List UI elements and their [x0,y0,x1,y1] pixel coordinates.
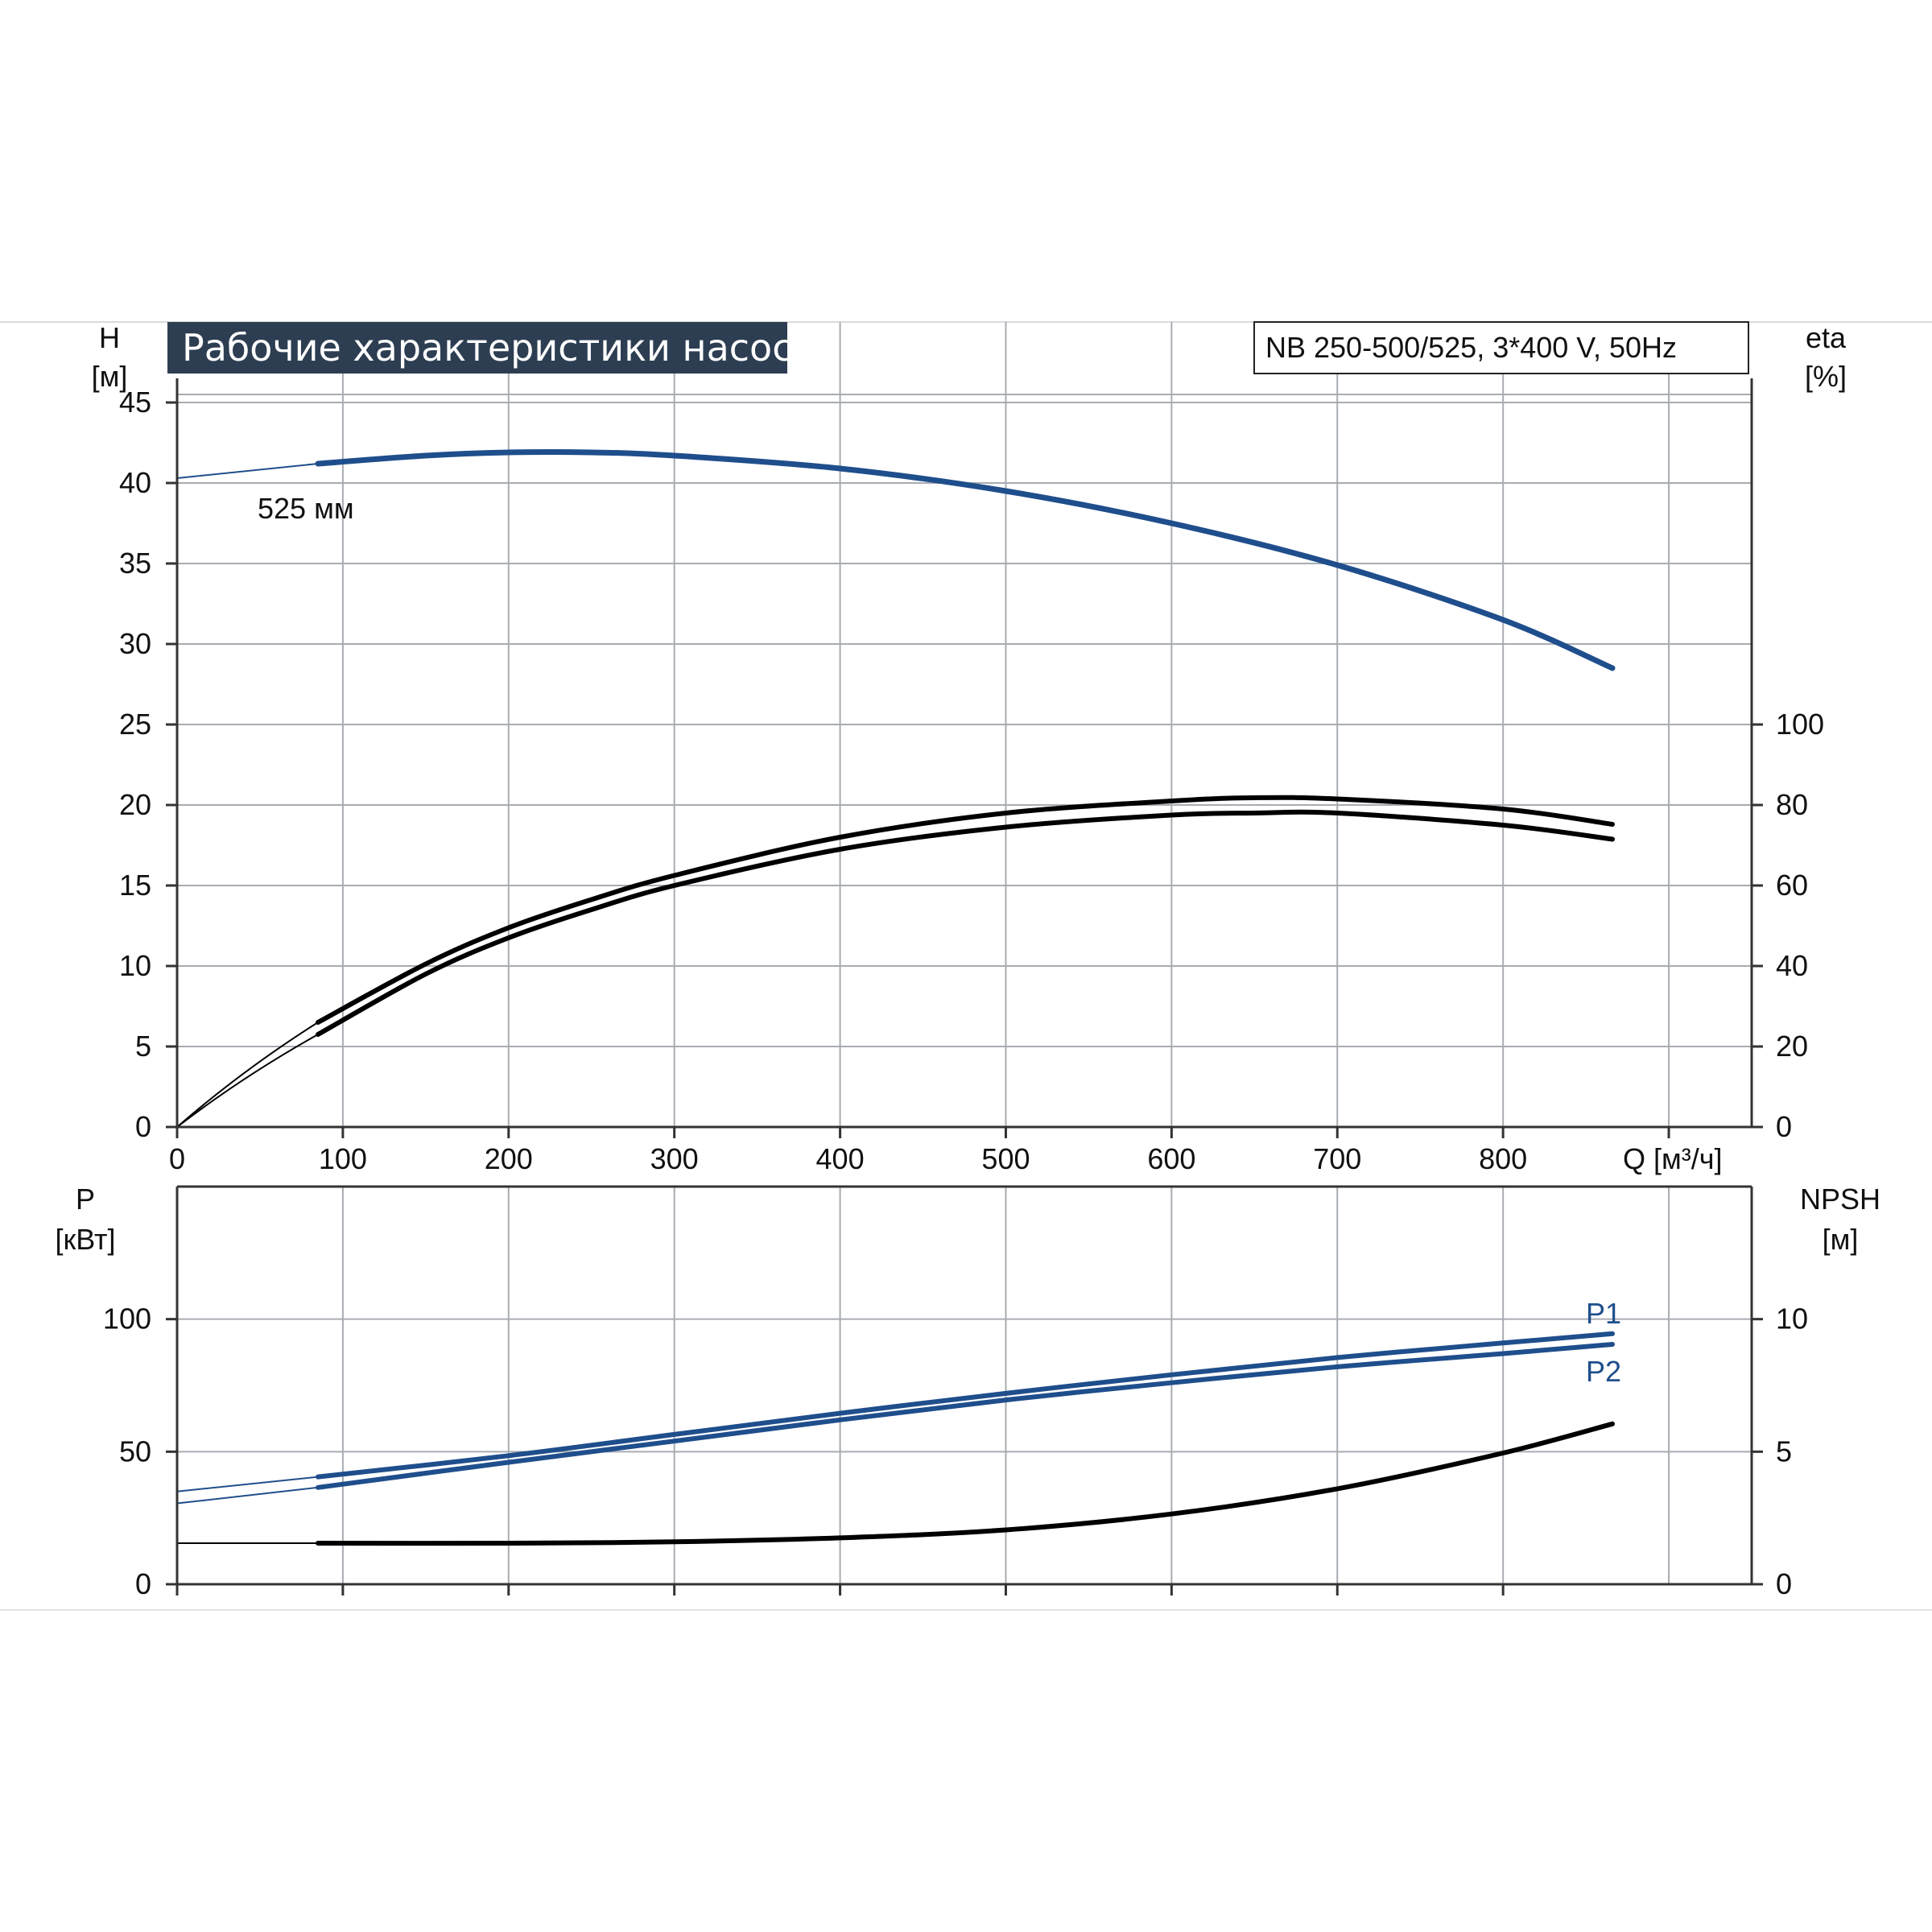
right-tick-label: 20 [1776,1030,1808,1063]
head-axis-unit: [м] [92,360,128,393]
right-tick-label: 100 [1776,708,1824,741]
npsh-axis-symbol: NPSH [1800,1183,1880,1216]
series-curve-0-0 [315,448,1616,671]
x-tick-label: 300 [650,1142,699,1175]
left-tick-label: 100 [103,1302,151,1335]
series-curve-0-1 [316,809,1615,1037]
x-tick-label: 0 [169,1142,185,1175]
efficiency-axis-symbol: eta [1806,321,1847,354]
left-tick-label: 25 [119,708,151,741]
left-tick-label: 0 [135,1110,151,1143]
x-tick-label: 800 [1479,1142,1527,1175]
head-axis-symbol: H [99,321,120,354]
left-tick-label: 30 [119,627,151,660]
chart-title: Рабочие характеристики насоса [182,326,815,369]
series-extension-1-1 [176,1486,319,1505]
right-tick-label: 40 [1776,949,1808,982]
right-tick-label: 60 [1776,869,1808,902]
grid [0,321,1932,1611]
right-tick-label: 80 [1776,788,1808,821]
right-tick-label: 0 [1776,1567,1792,1600]
series-curve-0-2 [316,795,1615,1025]
power-axis-symbol: P [76,1183,95,1216]
left-tick-label: 20 [119,788,151,821]
series-extension-0-1 [176,1034,319,1128]
power-axis-unit: [кВт] [55,1223,115,1256]
left-tick-label: 40 [119,466,151,499]
left-tick-label: 45 [119,386,151,419]
series-extension-0-2 [176,1022,319,1128]
series-curve-1-1 [316,1342,1615,1490]
p2-label: P2 [1586,1355,1621,1388]
series-curve-1-0 [316,1331,1615,1480]
left-tick-label: 15 [119,869,151,902]
series-curve-1-2 [316,1421,1615,1546]
right-tick-label: 5 [1776,1435,1792,1468]
model-label: NB 250-500/525, 3*400 V, 50Hz [1265,331,1677,364]
x-tick-label: 600 [1147,1142,1195,1175]
series-extension-0-0 [176,463,319,479]
left-tick-label: 0 [135,1567,151,1600]
title-box [167,322,787,374]
x-tick-label: 700 [1313,1142,1361,1175]
efficiency-axis-unit: [%] [1805,360,1847,393]
x-tick-label: 500 [981,1142,1030,1175]
flow-axis-label: Q [м³/ч] [1623,1142,1723,1175]
series-extension-1-0 [176,1476,319,1492]
left-tick-label: 10 [119,949,151,982]
model-box [1253,321,1749,374]
curves [176,448,1616,1546]
npsh-axis-unit: [м] [1823,1223,1859,1256]
right-tick-label: 10 [1776,1302,1808,1335]
left-tick-label: 50 [119,1435,151,1468]
impeller-diameter-label: 525 мм [258,492,354,525]
left-tick-label: 5 [135,1030,151,1063]
x-tick-label: 400 [816,1142,865,1175]
left-tick-label: 35 [119,547,151,580]
p1-label: P1 [1586,1297,1621,1330]
x-tick-label: 200 [485,1142,533,1175]
x-tick-label: 100 [319,1142,367,1175]
right-tick-label: 0 [1776,1110,1792,1143]
